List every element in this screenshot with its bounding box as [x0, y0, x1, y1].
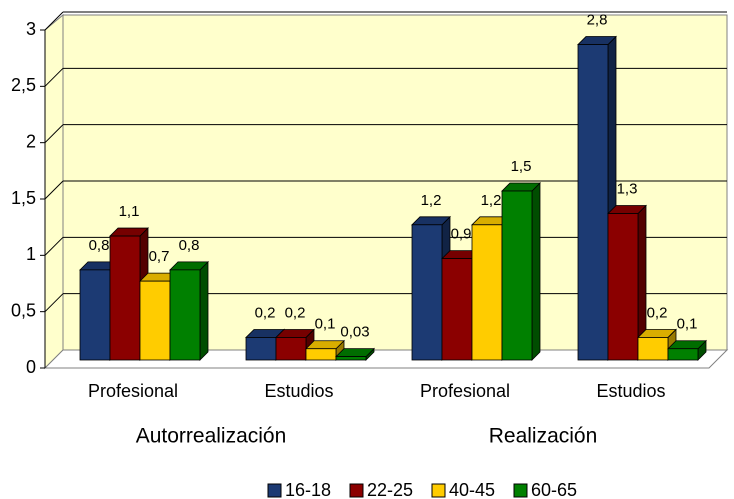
bar — [139, 280, 171, 361]
grid-line — [44, 11, 64, 31]
value-label: 1,3 — [617, 181, 638, 198]
grid-line — [44, 124, 64, 144]
bar — [501, 190, 533, 361]
bar — [607, 213, 639, 361]
bar — [305, 348, 337, 361]
y-tick-label: 2 — [26, 131, 36, 151]
legend-swatch — [513, 483, 528, 498]
legend-swatch — [349, 483, 364, 498]
floor — [43, 349, 729, 369]
value-label: 0,2 — [255, 304, 276, 321]
x-tick-label: Profesional — [420, 381, 510, 401]
value-label: 0,2 — [285, 304, 306, 321]
value-label: 0,7 — [149, 248, 170, 265]
value-label: 1,2 — [481, 192, 502, 209]
value-label: 1,2 — [421, 192, 442, 209]
value-label: 2,8 — [587, 12, 608, 29]
bar — [637, 337, 669, 361]
y-tick-label: 0 — [26, 357, 36, 377]
y-tick-label: 1,5 — [11, 188, 36, 208]
bar — [275, 337, 307, 361]
y-tick-label: 1 — [26, 244, 36, 264]
bar — [79, 269, 111, 361]
bar — [169, 269, 201, 361]
legend-label: 40-45 — [449, 480, 495, 499]
bar — [335, 356, 367, 361]
bar — [411, 224, 443, 361]
value-label: 1,5 — [511, 158, 532, 175]
group-label: Realización — [489, 425, 598, 448]
grid-line — [44, 236, 64, 256]
bar — [441, 258, 473, 361]
left-wall — [44, 13, 64, 370]
bar-side — [199, 260, 209, 361]
bar — [245, 337, 277, 361]
bar — [109, 235, 141, 361]
value-label: 0,8 — [89, 237, 110, 254]
bar — [667, 348, 699, 361]
grid-line — [44, 293, 64, 313]
value-label: 0,9 — [451, 226, 472, 243]
group-label: Autorrealización — [136, 425, 287, 448]
grid-line — [44, 67, 64, 87]
y-tick-label: 3 — [26, 19, 36, 39]
bar — [471, 224, 503, 361]
y-tick-label: 0,5 — [11, 300, 36, 320]
value-label: 0,1 — [677, 316, 698, 333]
grid-line — [44, 180, 64, 200]
legend-swatch — [431, 483, 446, 498]
x-tick-label: Estudios — [264, 381, 333, 401]
bar-side — [531, 182, 541, 361]
value-label: 0,8 — [179, 237, 200, 254]
x-tick-label: Estudios — [596, 381, 665, 401]
legend-swatch — [267, 483, 282, 498]
legend-label: 16-18 — [285, 480, 331, 499]
value-label: 1,1 — [119, 203, 140, 220]
value-label: 0,2 — [647, 304, 668, 321]
value-label: 0,1 — [315, 316, 336, 333]
bar — [577, 44, 609, 361]
y-tick-label: 2,5 — [11, 75, 36, 95]
x-tick-label: Profesional — [88, 381, 178, 401]
legend-label: 60-65 — [531, 480, 577, 499]
value-label: 0,03 — [340, 324, 369, 341]
legend-label: 22-25 — [367, 480, 413, 499]
